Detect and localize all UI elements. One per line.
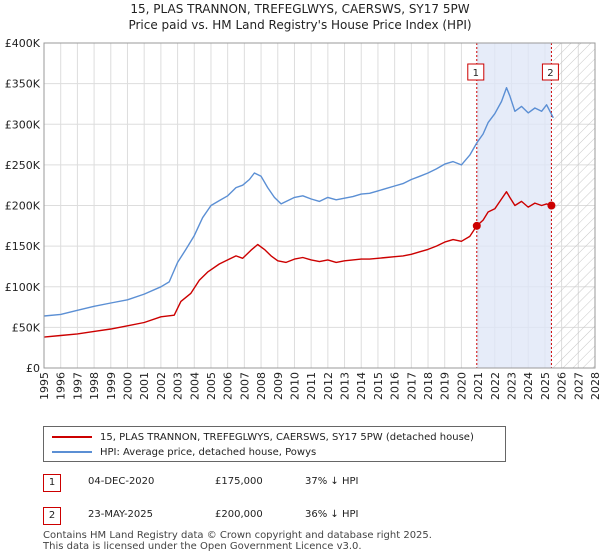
sale-number-label: 2 [547,68,553,79]
series-line-hpi [43,87,554,317]
y-tick-label: £300K [5,118,41,131]
series-line-property [43,191,552,338]
y-tick-label: £250K [5,159,41,172]
table-row: 1 04-DEC-2020 £175,000 37% ↓ HPI [43,474,563,494]
y-tick-label: £100K [5,281,41,294]
y-tick-label: £50K [12,321,41,334]
x-tick-label: 2004 [188,372,201,400]
x-tick-label: 2023 [506,372,519,400]
footer-licence: This data is licensed under the Open Gov… [43,541,362,552]
sale-number-label: 1 [473,68,479,79]
x-tick-label: 2026 [556,372,569,400]
plot-frame [43,42,596,369]
x-tick-label: 2017 [405,372,418,400]
x-tick-label: 2018 [422,372,435,400]
x-tick-label: 2020 [455,372,468,400]
x-tick-label: 1995 [38,372,51,400]
y-tick-label: £150K [5,240,41,253]
x-tick-label: 2022 [489,372,502,400]
legend-item-hpi: HPI: Average price, detached house, Powy… [52,445,316,459]
x-tick-label: 2028 [589,372,600,400]
y-tick-label: £400K [5,37,41,50]
legend-swatch-hpi [52,451,92,453]
row-marker-badge: 1 [43,474,61,492]
legend-label-property: 15, PLAS TRANNON, TREFEGLWYS, CAERSWS, S… [100,431,474,443]
footer-attribution: Contains HM Land Registry data © Crown c… [43,530,432,552]
sale-number-box [467,63,485,81]
x-tick-label: 2024 [522,372,535,400]
row-price: £175,000 [215,476,263,487]
legend-label-hpi: HPI: Average price, detached house, Powy… [100,446,317,458]
x-tick-label: 2011 [305,372,318,400]
row-date: 23-MAY-2025 [88,509,154,520]
x-tick-label: 2005 [205,372,218,400]
x-tick-label: 2027 [572,372,585,400]
price-chart: £0 £50K £100K £150K £200K £250K £300K £350K £400… [5,37,600,400]
x-tick-label: 2002 [155,372,168,400]
x-tick-label: 1997 [71,372,84,400]
x-tick-label: 2014 [355,372,368,400]
row-hpi-diff: 37% ↓ HPI [305,476,359,487]
x-tick-label: 2003 [172,372,185,400]
sale-number-box [541,63,559,81]
x-tick-label: 1996 [55,372,68,400]
y-tick-label: £0 [26,362,40,375]
x-tick-label: 2001 [138,372,151,400]
row-marker-badge: 2 [43,507,61,525]
row-hpi-diff: 36% ↓ HPI [305,509,359,520]
x-tick-label: 2009 [272,372,285,400]
x-tick-label: 2000 [121,372,134,400]
x-tick-label: 2016 [389,372,402,400]
chart-title-address: 15, PLAS TRANNON, TREFEGLWYS, CAERSWS, S… [130,2,470,16]
forecast-hatch-region [553,43,595,368]
sale-point [547,201,556,210]
x-tick-label: 2013 [339,372,352,400]
x-tick-label: 2008 [255,372,268,400]
x-tick-label: 2019 [439,372,452,400]
x-tick-label: 1998 [88,372,101,400]
x-tick-label: 2010 [288,372,301,400]
table-row: 2 23-MAY-2025 £200,000 36% ↓ HPI [43,507,563,527]
legend-swatch-property [52,436,92,438]
x-tick-label: 1999 [105,372,118,400]
footer-copyright: Contains HM Land Registry data © Crown c… [43,530,432,541]
y-tick-label: £200K [5,200,41,213]
row-date: 04-DEC-2020 [88,476,155,487]
legend-item-property: 15, PLAS TRANNON, TREFEGLWYS, CAERSWS, S… [52,430,474,444]
x-tick-label: 2007 [238,372,251,400]
y-tick-label: £350K [5,78,41,91]
x-tick-label: 2015 [372,372,385,400]
x-tick-label: 2025 [539,372,552,400]
x-tick-label: 2006 [222,372,235,400]
chart-legend: 15, PLAS TRANNON, TREFEGLWYS, CAERSWS, S… [43,426,506,462]
x-tick-label: 2012 [322,372,335,400]
chart-subtitle: Price paid vs. HM Land Registry's House … [128,18,472,32]
row-price: £200,000 [215,509,263,520]
x-tick-label: 2021 [472,372,485,400]
sale-point [472,221,481,230]
